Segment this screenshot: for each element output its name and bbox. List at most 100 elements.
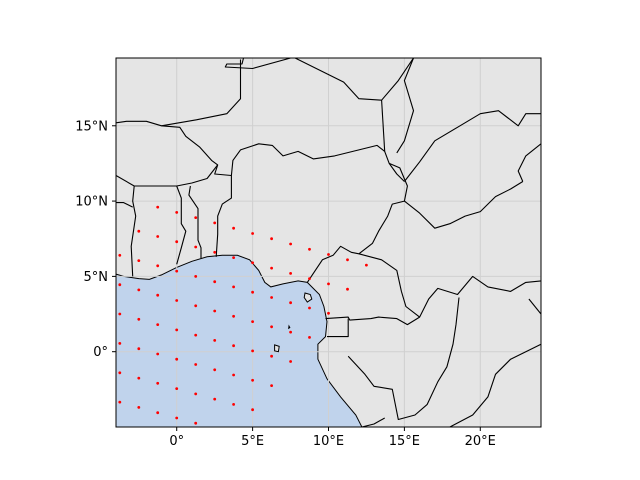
- border-line: [347, 297, 460, 421]
- x-tick-label: 20°E: [465, 434, 496, 449]
- y-tick-label: 10°N: [75, 195, 108, 210]
- sample-point: [308, 247, 311, 251]
- border-line: [358, 253, 541, 318]
- border-line: [215, 175, 232, 257]
- y-tick-label: 0°: [93, 345, 108, 360]
- sample-point: [194, 216, 198, 220]
- sample-point: [270, 384, 273, 387]
- country-borders: [116, 58, 541, 427]
- sample-point: [175, 211, 179, 214]
- sample-point: [175, 357, 179, 361]
- y-tick-label: 15°N: [75, 119, 108, 134]
- border-line: [517, 143, 541, 182]
- sample-point: [270, 354, 273, 358]
- border-line: [403, 110, 541, 182]
- border-line: [161, 59, 242, 127]
- sample-point: [137, 317, 141, 321]
- sample-point: [156, 352, 160, 356]
- sample-point: [213, 397, 217, 401]
- sample-point: [194, 333, 198, 337]
- islands: [274, 292, 313, 353]
- sample-point: [213, 339, 217, 342]
- sample-point: [308, 306, 311, 310]
- sample-point: [118, 253, 122, 257]
- y-tick-label: 5°N: [84, 270, 109, 285]
- border-line: [396, 58, 415, 154]
- sample-point: [327, 311, 330, 315]
- sample-point: [232, 403, 236, 406]
- x-tick-label: 0°: [169, 434, 184, 449]
- sample-point: [156, 293, 160, 297]
- x-tick-label: 5°E: [241, 434, 264, 449]
- sample-point: [194, 245, 198, 249]
- sample-point: [251, 378, 255, 382]
- sample-point: [156, 411, 160, 415]
- sample-point: [251, 232, 255, 235]
- sample-point: [137, 288, 141, 292]
- border-line: [230, 143, 405, 182]
- sample-point: [251, 349, 255, 353]
- sample-point: [251, 320, 255, 323]
- y-axis-ticks: 0° 5°N 10°N 15°N: [75, 119, 116, 360]
- sample-point: [327, 253, 330, 256]
- ocean-area: [116, 254, 363, 427]
- sample-point: [137, 347, 141, 351]
- sample-point: [289, 360, 292, 363]
- sample-point: [213, 221, 217, 225]
- sample-point: [194, 392, 198, 396]
- border-line: [294, 58, 414, 101]
- sample-point: [308, 277, 311, 280]
- border-line: [449, 343, 541, 427]
- sample-point: [346, 258, 349, 262]
- sample-point: [365, 263, 368, 267]
- sample-point: [175, 240, 179, 244]
- border-line: [404, 181, 524, 229]
- sample-point: [118, 342, 122, 345]
- sample-point: [270, 325, 273, 329]
- x-tick-label: 10°E: [313, 434, 344, 449]
- sample-point: [213, 250, 217, 254]
- border-line: [381, 100, 386, 152]
- border-line: [188, 185, 202, 259]
- sample-point: [156, 381, 160, 385]
- sample-point: [289, 242, 292, 246]
- sample-point: [270, 237, 273, 241]
- sample-point: [251, 408, 255, 412]
- sample-point: [270, 266, 273, 270]
- border-line: [116, 202, 133, 208]
- sample-point: [251, 261, 255, 265]
- sample-point: [156, 264, 160, 268]
- sample-point: [232, 314, 236, 318]
- sample-point: [156, 235, 160, 238]
- island: [274, 344, 280, 353]
- border-line: [116, 120, 232, 177]
- sample-point: [175, 387, 179, 390]
- sample-point: [137, 376, 141, 380]
- sample-point: [308, 336, 311, 339]
- gridlines: [116, 58, 541, 427]
- island: [288, 324, 291, 330]
- sample-point: [232, 285, 236, 289]
- sample-point: [232, 373, 236, 377]
- sample-point: [213, 309, 217, 313]
- sample-point: [175, 269, 179, 273]
- border-line: [361, 417, 385, 427]
- sample-point: [118, 312, 122, 316]
- sample-point: [289, 330, 292, 334]
- sample-point: [213, 280, 217, 284]
- sample-point: [137, 406, 141, 409]
- border-line: [306, 162, 408, 283]
- sample-point: [194, 275, 198, 278]
- sample-point: [213, 368, 217, 372]
- sample-point: [118, 371, 122, 375]
- border-line: [325, 316, 420, 326]
- sample-points: [118, 205, 368, 425]
- sample-point: [137, 229, 141, 233]
- sample-point: [289, 301, 292, 305]
- sample-point: [232, 226, 236, 230]
- sample-point: [156, 323, 160, 326]
- sample-point: [251, 290, 255, 294]
- x-axis-ticks: 0° 5°E 10°E 15°E 20°E: [169, 427, 496, 449]
- sample-point: [175, 416, 179, 420]
